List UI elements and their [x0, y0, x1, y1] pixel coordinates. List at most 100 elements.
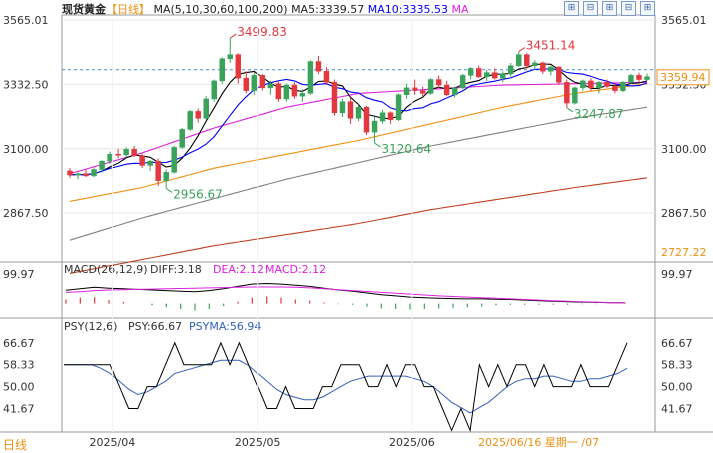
macd-dea-readout: DEA:2.12	[213, 263, 264, 276]
price-tick-label-right: 2727.22	[661, 246, 707, 259]
toolbar-button-2[interactable]: ⊟	[583, 1, 598, 16]
psy-tick-label-left: 66.67	[3, 337, 35, 350]
psyma-line	[64, 359, 628, 414]
x-axis-month-label: 2025/05	[235, 436, 281, 449]
candle-body	[107, 154, 113, 162]
macd-tick-label-right: 99.97	[661, 268, 693, 281]
ma5-readout: MA5:3339.57	[291, 3, 365, 16]
candle-body	[467, 68, 474, 76]
candle-body	[443, 84, 450, 96]
candle-body	[139, 155, 145, 166]
candle-body	[371, 120, 378, 133]
ma-settings-label[interactable]: MA(5,10,30,60,100,200)	[153, 3, 288, 16]
candle-body	[339, 101, 346, 114]
candle-body	[411, 87, 418, 91]
candle-body	[195, 111, 201, 119]
candle-body	[475, 68, 482, 78]
toolbar-button-4[interactable]: ⊟	[621, 1, 636, 16]
candle-body	[315, 61, 322, 72]
candle-body	[483, 72, 490, 78]
candle-body	[91, 169, 97, 177]
candle-body	[275, 83, 282, 100]
macd-diff-readout: DIFF:3.18	[150, 263, 202, 276]
candle-body	[99, 160, 105, 170]
candle-body	[636, 75, 642, 80]
candle-body	[540, 62, 546, 72]
price-tick-label-right: 2867.50	[661, 207, 707, 220]
candle-body	[379, 112, 386, 122]
psy-tick-label-right: 66.67	[661, 337, 693, 350]
psy-tick-label-right: 50.00	[661, 381, 693, 394]
candle-body	[604, 82, 610, 87]
toolbar-button-5[interactable]: ⊞	[640, 1, 655, 16]
candle-body	[163, 172, 169, 181]
candle-body	[491, 72, 498, 79]
cursor-date-readout: 2025/06/16 星期一 /07	[478, 436, 600, 449]
psyma-readout: PSYMA:56.94	[189, 320, 261, 333]
candle-body	[299, 93, 306, 97]
psy-tick-label-left: 58.33	[3, 359, 35, 372]
ma-line-ma100	[69, 106, 648, 241]
candle-body	[403, 87, 410, 96]
annotation-leader	[374, 142, 381, 148]
candle-body	[131, 149, 137, 156]
annotation-high: 3451.14	[526, 39, 576, 53]
candle-body	[387, 112, 394, 120]
candle-body	[548, 66, 554, 72]
psy-tick-label-left: 41.67	[3, 402, 35, 415]
candle-body	[596, 82, 602, 89]
ma-line-ma60	[69, 83, 648, 202]
toolbar-button-3[interactable]: ⊞	[602, 1, 617, 16]
candle-body	[363, 106, 370, 133]
psy-line	[64, 341, 628, 433]
candle-body	[283, 84, 290, 100]
candle-body	[427, 79, 434, 94]
period-tag[interactable]: 【日线】	[106, 3, 150, 16]
x-axis-month-label: 2025/06	[389, 436, 435, 449]
candle-body	[331, 82, 338, 114]
annotation-low: 3247.87	[574, 107, 624, 121]
price-tick-label-left: 3332.50	[3, 78, 49, 91]
annotation-high: 3499.83	[237, 25, 287, 39]
annotation-low: 2956.67	[173, 187, 223, 201]
candle-body	[435, 79, 442, 86]
psy-readout: PSY:66.67	[128, 320, 182, 333]
candle-body	[179, 129, 185, 148]
psy-tick-label-right: 41.67	[661, 402, 693, 415]
annotation-leader	[566, 107, 574, 113]
chart-toolbar: ⊞ ⊟ ⊞ ⊟ ⊞	[564, 1, 655, 16]
price-tick-label-left: 3565.01	[3, 14, 49, 27]
candle-body	[235, 54, 242, 79]
candle-body	[451, 87, 458, 96]
candle-body	[187, 111, 193, 130]
price-tick-label-right: 3565.01	[661, 14, 707, 27]
candle-body	[620, 82, 626, 91]
candle-body	[395, 94, 402, 120]
candle-body	[203, 98, 209, 119]
last-price-label: 3359.94	[660, 71, 706, 84]
candle-body	[219, 58, 226, 82]
footer-period[interactable]: 日线	[3, 438, 28, 452]
candle-body	[75, 173, 81, 176]
candle-body	[171, 147, 177, 173]
candle-body	[347, 101, 354, 119]
annotation-leader	[230, 33, 237, 39]
candle-body	[83, 173, 89, 177]
candle-body	[564, 82, 570, 104]
annotation-low: 3120.64	[382, 142, 432, 156]
candle-body	[323, 70, 330, 83]
psy-title: PSY(12,6)	[64, 320, 117, 333]
macd-dea-line	[65, 286, 626, 304]
candle-body	[572, 87, 578, 104]
candle-body	[532, 62, 538, 66]
candle-body	[155, 160, 161, 181]
price-tick-label-right: 3100.00	[661, 143, 707, 156]
candle-body	[500, 73, 506, 79]
candle-body	[291, 84, 298, 97]
chart-header: 现货黄金【日线】 MA(5,10,30,60,100,200) MA5:3339…	[62, 1, 469, 17]
psy-tick-label-right: 58.33	[661, 359, 693, 372]
price-tick-label-left: 2867.50	[3, 207, 49, 220]
toolbar-button-1[interactable]: ⊞	[564, 1, 579, 16]
candle-body	[419, 90, 426, 94]
